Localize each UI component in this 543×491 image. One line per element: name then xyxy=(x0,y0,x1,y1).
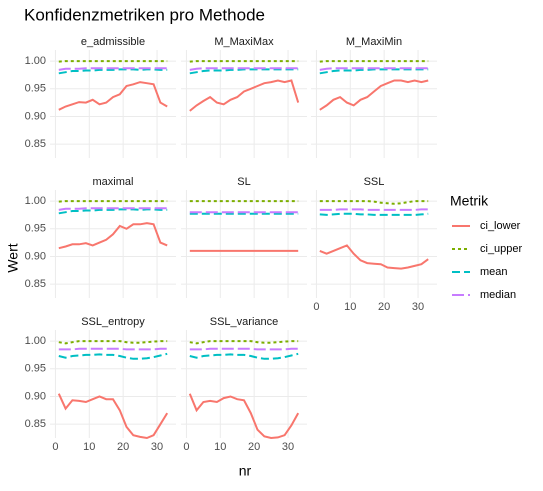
series-line xyxy=(189,67,299,71)
series-line xyxy=(57,393,169,440)
y-tick-label: 1.00 xyxy=(25,335,46,347)
series-line xyxy=(189,79,300,112)
y-tick-label: 0.95 xyxy=(25,223,46,235)
y-tick-label: 0.85 xyxy=(25,278,46,290)
series-line xyxy=(189,347,299,351)
y-tick-label: 1.00 xyxy=(25,55,46,67)
y-tick-label: 0.90 xyxy=(25,110,46,122)
x-tick-label: 30 xyxy=(282,441,294,453)
series-line xyxy=(319,68,429,75)
series-line xyxy=(189,340,299,345)
y-tick-label: 0.90 xyxy=(25,250,46,262)
y-tick-label: 0.90 xyxy=(25,390,46,402)
series-line xyxy=(58,81,168,111)
x-tick-label: 10 xyxy=(83,441,95,453)
series-line xyxy=(58,340,168,345)
series-line xyxy=(58,60,168,63)
y-tick-label: 1.00 xyxy=(25,195,46,207)
x-tick-label: 0 xyxy=(183,441,189,453)
x-tick-label: 30 xyxy=(151,441,163,453)
facet-title: M_MaxiMax xyxy=(214,36,274,48)
series-line xyxy=(58,222,168,250)
series-line xyxy=(189,68,299,75)
y-tick-label: 0.85 xyxy=(25,138,46,150)
series-line xyxy=(319,67,429,71)
legend-label: ci_upper xyxy=(480,243,523,255)
x-tick-label: 20 xyxy=(117,441,129,453)
facet-title: SSL_variance xyxy=(210,316,279,328)
y-axis-label: Wert xyxy=(5,243,21,272)
series-line xyxy=(319,212,429,216)
facet-title: SL xyxy=(237,176,250,188)
series-line xyxy=(58,207,168,211)
x-tick-label: 20 xyxy=(378,301,390,313)
facet-title: SSL xyxy=(364,176,385,188)
series-line xyxy=(319,200,429,205)
series-line xyxy=(58,200,168,203)
chart-title: Konfidenzmetriken pro Methode xyxy=(24,5,265,24)
x-axis-label: nr xyxy=(239,463,252,479)
y-tick-label: 0.85 xyxy=(25,418,46,430)
y-tick-label: 0.95 xyxy=(25,363,46,375)
legend-label: ci_lower xyxy=(480,220,521,232)
series-line xyxy=(319,79,429,111)
facet-title: maximal xyxy=(93,176,134,188)
x-tick-label: 0 xyxy=(313,301,319,313)
series-line xyxy=(58,68,168,75)
series-line xyxy=(319,60,429,63)
y-tick-label: 0.95 xyxy=(25,83,46,95)
series-line xyxy=(188,393,300,440)
series-line xyxy=(58,347,168,351)
series-line xyxy=(319,244,429,270)
facet-title: M_MaxiMin xyxy=(346,36,402,48)
series-line xyxy=(58,208,168,215)
x-tick-label: 10 xyxy=(214,441,226,453)
x-tick-label: 30 xyxy=(412,301,424,313)
x-tick-label: 0 xyxy=(52,441,58,453)
series-line xyxy=(58,67,168,71)
x-tick-label: 20 xyxy=(248,441,260,453)
facet-title: e_admissible xyxy=(81,36,145,48)
x-tick-label: 10 xyxy=(344,301,356,313)
legend-label: median xyxy=(480,289,516,301)
series-line xyxy=(319,208,429,211)
series-line xyxy=(58,352,168,360)
facet-title: SSL_entropy xyxy=(81,316,145,328)
series-line xyxy=(189,60,299,63)
legend-title: Metrik xyxy=(450,193,489,209)
series-line xyxy=(189,352,299,360)
legend-label: mean xyxy=(480,266,508,278)
